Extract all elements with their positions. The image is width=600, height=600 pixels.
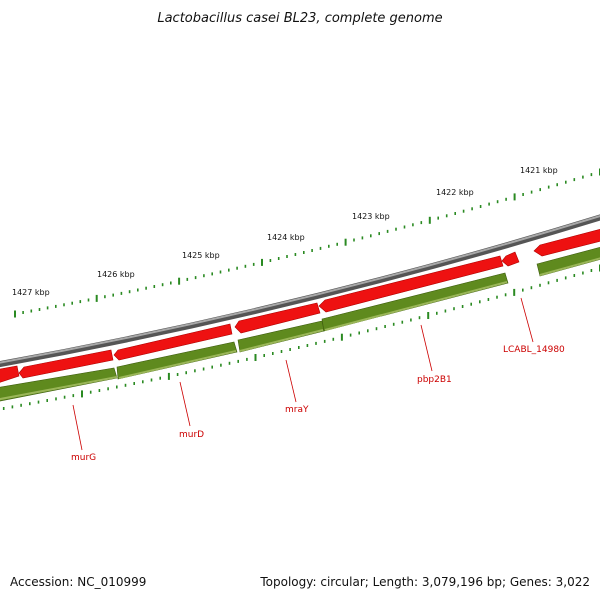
label-line-LCABL_14980 (520, 297, 534, 343)
scale-label-1427: 1427 kbp (12, 288, 50, 297)
forward-strand (0, 228, 600, 383)
forward-gene-segment (0, 365, 20, 383)
genome-summary-text: Topology: circular; Length: 3,079,196 bp… (259, 575, 590, 589)
inner-scale-ticks (2, 264, 600, 410)
genome-backbone (0, 214, 600, 368)
label-line-murD (179, 381, 191, 427)
scale-label-1421: 1421 kbp (520, 166, 558, 175)
forward-gene-segment (533, 228, 600, 257)
gene-label-murG: murG (71, 453, 96, 463)
label-line-pbp2B1 (420, 324, 433, 372)
scale-label-1424: 1424 kbp (267, 233, 305, 242)
outer-scale-ticks (14, 168, 600, 318)
forward-gene-segment (234, 302, 321, 334)
gene-label-LCABL_14980: LCABL_14980 (503, 345, 565, 355)
forward-gene-segment (501, 251, 520, 267)
genome-backbone-highlight (0, 214, 600, 364)
gene-label-pbp2B1: pbp2B1 (417, 375, 452, 385)
label-line-murG (72, 404, 83, 451)
reverse-strand (0, 247, 600, 402)
forward-gene-segment (318, 255, 504, 313)
gene-label-lines (72, 297, 534, 451)
forward-gene-segment (113, 323, 233, 361)
reverse-gene-segment (536, 247, 600, 277)
reverse-strand-highlight (0, 257, 600, 401)
scale-label-1425: 1425 kbp (182, 251, 220, 260)
scale-labels: 1427 kbp 1426 kbp 1425 kbp 1424 kbp 1423… (12, 166, 558, 297)
label-line-mraY (285, 359, 297, 403)
reverse-gene-segment (116, 341, 238, 380)
gene-label-mraY: mraY (285, 405, 309, 415)
scale-label-1426: 1426 kbp (97, 270, 135, 279)
scale-label-1423: 1423 kbp (352, 212, 390, 221)
reverse-gene-segment (321, 272, 509, 332)
forward-gene-segment (18, 349, 114, 379)
gene-label-murD: murD (179, 430, 204, 440)
scale-label-1422: 1422 kbp (436, 188, 474, 197)
accession-text: Accession: NC_010999 (10, 575, 146, 589)
map-title: Lactobacillus casei BL23, complete genom… (157, 11, 442, 26)
